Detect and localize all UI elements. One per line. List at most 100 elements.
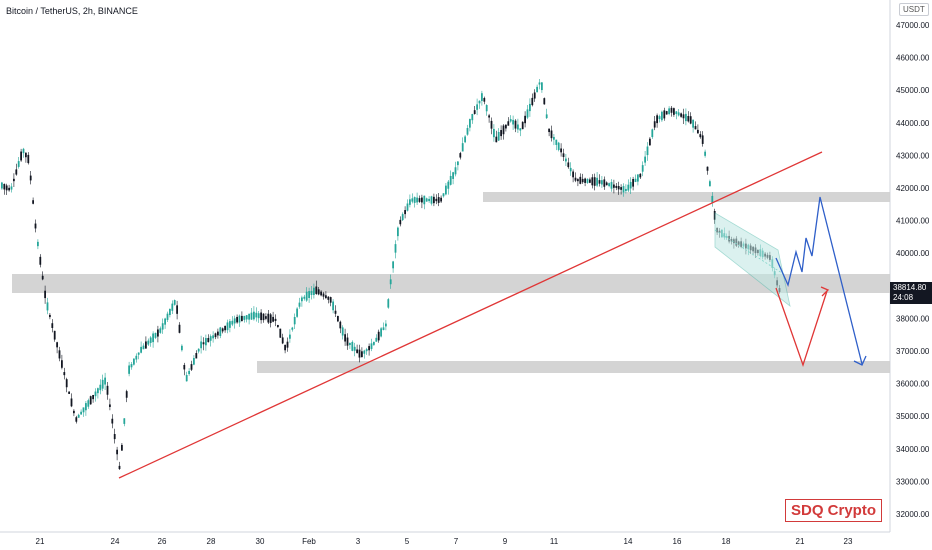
candle-body — [152, 333, 154, 343]
candle-body — [481, 93, 483, 101]
candle-body — [497, 132, 500, 141]
time-tick-label: 24 — [111, 537, 120, 546]
candle-body — [615, 185, 618, 188]
candle-body — [416, 197, 418, 203]
time-tick-label: 23 — [844, 537, 853, 546]
candle-body — [5, 185, 8, 191]
candle-body — [229, 321, 231, 328]
candle-body — [589, 179, 591, 183]
candle-body — [629, 181, 632, 189]
candle-body — [17, 161, 20, 167]
candle-body — [85, 403, 87, 411]
candle-body — [195, 353, 198, 359]
candle-body — [351, 341, 354, 351]
candle-body — [442, 193, 445, 197]
candle-body — [322, 293, 325, 297]
candle-body — [305, 291, 308, 301]
candle-body — [262, 313, 265, 321]
candle-body — [560, 148, 562, 153]
candle-body — [277, 324, 279, 328]
candle-body — [430, 196, 433, 204]
candle-body — [32, 200, 34, 204]
candle-body — [207, 337, 210, 343]
time-tick-label: 21 — [36, 537, 45, 546]
time-axis-labels: 21 24 26 28 30 Feb 3 5 7 9 11 14 16 18 21 23 — [36, 537, 853, 546]
candle-body — [495, 136, 498, 143]
candle-body — [202, 342, 205, 345]
candle-body — [308, 291, 310, 298]
candle-body — [526, 109, 529, 118]
candle-body — [682, 114, 685, 119]
candle-body — [104, 377, 106, 385]
candle-body — [289, 334, 291, 339]
time-tick-label: 9 — [503, 537, 508, 546]
candle-body — [517, 124, 519, 130]
candle-body — [94, 391, 97, 397]
candle-body — [490, 120, 493, 129]
candle-body — [598, 180, 601, 184]
time-tick-label: 18 — [722, 537, 731, 546]
time-tick-label: 16 — [673, 537, 682, 546]
candle-body — [675, 111, 678, 114]
candle-body — [320, 291, 322, 296]
support-zone — [257, 361, 890, 373]
candle-body — [603, 179, 606, 187]
candle-body — [509, 119, 512, 122]
price-tick-label: 41000.00 — [896, 217, 930, 226]
candle-body — [356, 349, 358, 353]
resistance-zone — [483, 192, 890, 202]
candle-body — [689, 116, 692, 124]
candle-body — [349, 342, 351, 346]
candle-body — [665, 111, 668, 115]
candle-body — [368, 346, 370, 351]
candle-body — [584, 178, 586, 183]
candle-body — [591, 177, 594, 186]
candle-body — [449, 175, 452, 185]
candle-body — [344, 334, 346, 342]
candle-body — [521, 121, 524, 130]
candle-body — [284, 344, 286, 351]
candle-body — [567, 162, 570, 168]
candle-body — [651, 129, 654, 138]
candle-body — [524, 115, 526, 124]
candle-body — [380, 328, 382, 337]
candle-body — [269, 314, 272, 324]
candle-body — [457, 161, 459, 166]
brand-watermark: SDQ Crypto — [785, 499, 883, 522]
currency-badge[interactable]: USDT — [899, 3, 929, 16]
candle-body — [601, 180, 603, 185]
candle-body — [339, 321, 342, 329]
candle-body — [485, 105, 488, 112]
candle-body — [241, 315, 243, 322]
candle-body — [454, 167, 457, 175]
candle-body — [435, 198, 438, 202]
candle-body — [313, 287, 315, 295]
candle-body — [464, 136, 466, 143]
candle-body — [89, 396, 92, 405]
candle-body — [3, 183, 6, 190]
candle-body — [461, 143, 464, 152]
time-tick-label: 26 — [158, 537, 167, 546]
candle-body — [92, 395, 94, 400]
candle-body — [291, 327, 294, 330]
candle-body — [293, 317, 296, 325]
candle-body — [171, 303, 174, 311]
candle-body — [301, 297, 303, 302]
price-tick-label: 44000.00 — [896, 119, 930, 128]
candle-body — [392, 261, 394, 269]
candle-body — [61, 360, 63, 368]
candle-body — [80, 411, 82, 415]
candle-body — [536, 86, 538, 93]
candle-body — [565, 158, 567, 162]
candle-body — [389, 279, 392, 285]
time-tick-label: 28 — [207, 537, 216, 546]
candle-body — [34, 223, 37, 229]
bearish-projection-path — [775, 287, 828, 368]
mid-zone — [12, 274, 890, 293]
time-tick-label: 30 — [256, 537, 265, 546]
candle-body — [46, 302, 49, 311]
price-tick-label: 47000.00 — [896, 21, 930, 30]
time-tick-label: 21 — [796, 537, 805, 546]
candle-body — [10, 186, 13, 190]
